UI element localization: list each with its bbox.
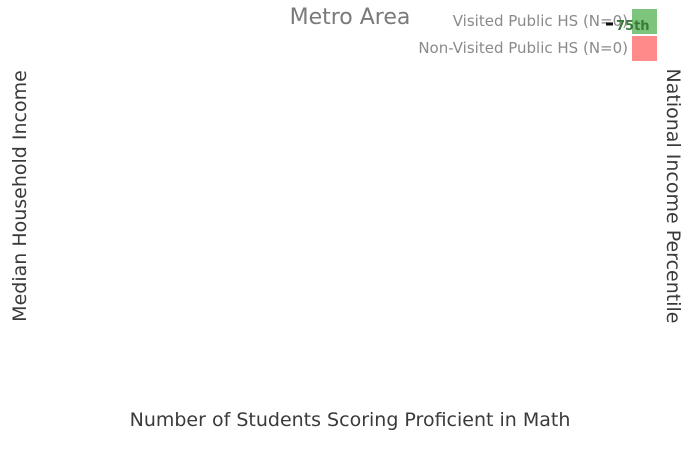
x-axis-label: Number of Students Scoring Proficient in… (130, 409, 571, 431)
legend-label-visited: Visited Public HS (N=0) (453, 12, 628, 30)
y-axis-label: Median Household Income (9, 70, 31, 322)
y2-axis-label: National Income Percentile (662, 69, 684, 324)
legend[interactable]: Visited Public HS (N=0) Non-Visited Publ… (418, 9, 657, 61)
legend-swatch-non-visited (632, 36, 657, 61)
legend-item-non-visited[interactable]: Non-Visited Public HS (N=0) (418, 36, 657, 61)
percentile-label: 75th (616, 19, 650, 34)
chart-title: Metro Area (290, 5, 411, 30)
legend-swatch-visited (632, 9, 657, 34)
legend-item-visited[interactable]: Visited Public HS (N=0) (453, 9, 657, 34)
legend-label-non-visited: Non-Visited Public HS (N=0) (418, 39, 628, 57)
percentile-marker: 75th (606, 19, 650, 34)
